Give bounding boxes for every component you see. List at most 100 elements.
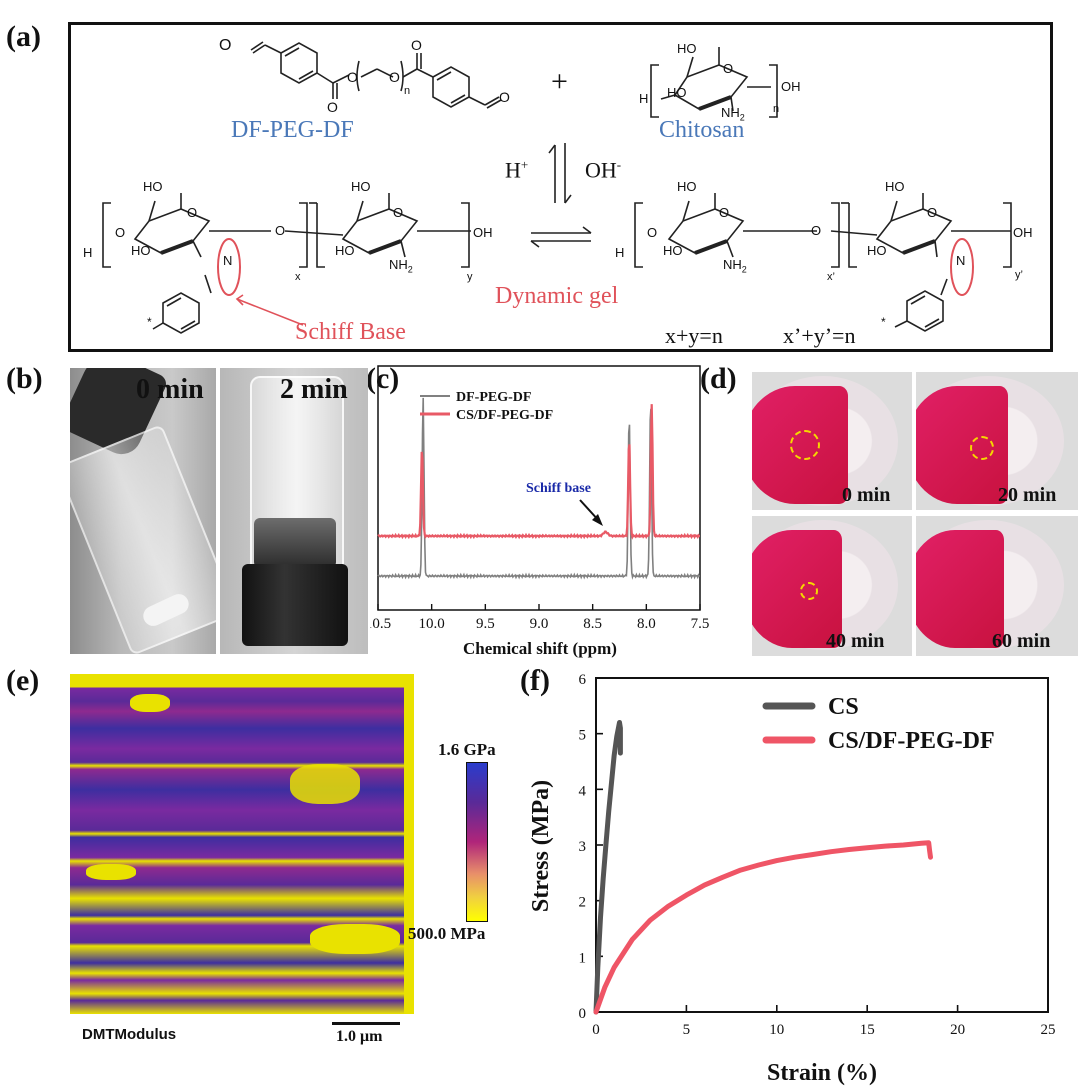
prod-left-o-link: O [115,225,126,240]
reactant1-label: DF-PEG-DF [231,117,354,143]
ss-ytick-label: 0 [579,1006,587,1022]
vial-cap [242,564,348,646]
prod-right-oh: OH [1013,225,1033,240]
acid-label: H+ [505,157,529,183]
healing-photo-grid [752,372,1078,656]
afm-map-label: DMTModulus [82,1026,177,1043]
panel-label-f: (f) [520,664,550,697]
ss-ytick-label: 6 [579,672,587,688]
prod-right-n: N [956,253,966,268]
afm-yellow-blob-4 [86,864,136,880]
panel-c-nmr: 10.5 10.0 9.5 9.0 8.5 8.0 7.5 DF-PEG-DF CS/DF-… [365,364,710,664]
nmr-tick-label: 7.5 [691,616,710,632]
base-label: OH- [585,157,622,183]
prod-left-h: H [83,245,93,260]
prod-right-ho-3: HO [663,243,683,258]
schiff-base-pointer-head [592,514,603,526]
prod-left-n: N [223,253,233,268]
afm-yellow-blob-3 [310,924,400,954]
scale-bar [332,1022,400,1025]
scheme-drawing [102,41,1012,334]
ss-xtick-label: 10 [769,1022,784,1038]
ss-xtick-label: 25 [1041,1022,1056,1038]
colorbar [466,762,488,922]
ss-series-0 [593,720,623,1015]
prod-left-star: * [147,315,152,329]
prod-left-o-1: O [187,205,198,220]
stress-strain-chart: 0 5 10 15 20 25 0 1 2 3 4 5 6 CS CS/DF-PEG-DF Strain… [528,672,1056,1086]
nmr-tick-label: 9.5 [476,616,495,632]
afm-modulus-map [70,674,414,1014]
colorbar-max-label: 1.6 GPa [438,740,496,759]
healing-photo-20 [916,372,1078,510]
afm-yellow-blob-2 [290,764,360,804]
ester-o-right: O [411,37,422,53]
prod-left-ho-4: HO [335,243,355,258]
nmr-tick-label: 10.5 [370,616,391,632]
nmr-series-0 [377,397,700,580]
prod-right-sub-yp: y’ [1015,269,1023,281]
product-left-structure [102,193,471,334]
schiff-base-arrow [235,294,304,326]
product-right-structure [634,193,1012,332]
panel-e-afm: 1.6 GPa 500.0 MPa DMTModulus 1.0 μm [70,674,520,1054]
legend-label-df-peg-df: DF-PEG-DF [456,390,531,405]
chitosan-subscript-n: n [773,103,780,115]
dyed-gel [916,386,1008,504]
damage-circle [800,582,818,600]
chitosan-ho: HO [667,85,687,100]
label-40min-healing: 40 min [826,630,885,652]
prod-right-ho-4: HO [867,243,887,258]
ss-ytick-label: 2 [579,895,587,911]
panel-d-photos: 0 min 20 min 40 min 60 min [752,372,1078,656]
legend-label-cs: CS [828,694,859,720]
ss-ytick-label: 4 [579,783,587,799]
panel-label-b: (b) [6,362,43,395]
prod-right-star: * [881,315,886,329]
chitosan-ho-top: HO [677,41,697,56]
dyed-gel [752,530,842,648]
prod-right-o-link: O [647,225,658,240]
prod-left-ho-2: HO [351,179,371,194]
product-label: Dynamic gel [495,283,619,309]
prod-left-sub-x: x [295,271,301,283]
healing-photo-0 [752,372,912,510]
damage-circle [790,430,820,460]
prod-left-oh: OH [473,225,493,240]
plus-sign: + [551,65,568,98]
ss-ytick-label: 3 [579,839,587,855]
prod-right-ho-2: HO [885,179,905,194]
prod-left-ho-1: HO [143,179,163,194]
ether-o-right: O [389,69,400,85]
ether-o-left: O [347,69,358,85]
panel-a-scheme: O O O O n O O DF-PEG-DF + HO O OH H HO N… [68,22,1053,352]
reactant2-label: Chitosan [659,117,745,143]
schiff-base-label: Schiff Base [295,319,406,345]
ss-xlabel: Strain (%) [767,1060,877,1086]
prod-right-nh2: NH2 [723,257,747,275]
panel-label-c: (c) [366,362,400,395]
label-60min-healing: 60 min [992,630,1051,652]
legend-label-cs-df-peg-df-f: CS/DF-PEG-DF [828,728,995,754]
equation-1: x+y=n [665,323,723,348]
vial-photo-0min [70,368,216,654]
ester-o-left: O [327,99,338,115]
panel-f-stress-strain: 0 5 10 15 20 25 0 1 2 3 4 5 6 CS CS/DF-PEG-DF Strain… [522,666,1078,1086]
nmr-series-1 [377,404,700,540]
ss-xtick-label: 5 [683,1022,691,1038]
prod-right-h: H [615,245,625,260]
prod-left-ho-3: HO [131,243,151,258]
label-2min: 2 min [280,374,348,405]
label-0min: 0 min [136,374,204,405]
ss-xtick-label: 0 [592,1022,600,1038]
nmr-tick-label: 8.5 [583,616,602,632]
scale-bar-label: 1.0 μm [336,1028,383,1045]
prod-right-o-2: O [927,205,938,220]
healing-photo-40 [752,516,912,656]
chitosan-nh2: NH2 [721,105,745,123]
schiff-base-circle-left [217,238,241,296]
chitosan-h: H [639,91,649,106]
aldehyde-o-left: O [219,37,232,54]
equation-2: x’+y’=n [783,323,856,348]
aldehyde-o-right: O [499,89,510,105]
